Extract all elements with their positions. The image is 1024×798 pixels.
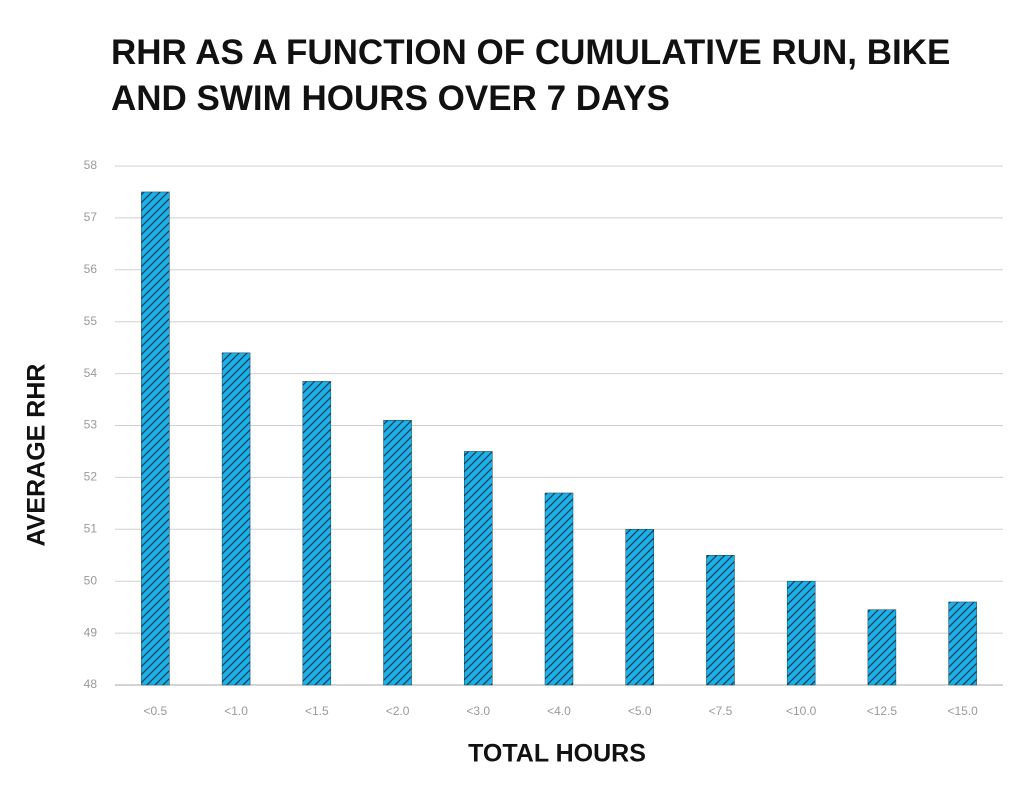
x-tick-label: <12.5	[867, 704, 898, 718]
y-tick-label: 57	[84, 210, 98, 224]
x-tick-label: <0.5	[144, 704, 168, 718]
y-tick-label: 51	[84, 521, 98, 535]
bar	[706, 555, 735, 686]
x-tick-label: <3.0	[466, 704, 490, 718]
bar	[867, 609, 897, 686]
bar	[464, 451, 493, 686]
y-tick-label: 54	[84, 366, 98, 380]
y-tick-label: 56	[84, 262, 98, 276]
x-tick-label: <2.0	[386, 704, 410, 718]
x-tick-label: <10.0	[786, 704, 817, 718]
x-tick-label: <1.0	[224, 704, 248, 718]
y-tick-label: 48	[84, 677, 98, 691]
bar	[948, 601, 977, 686]
y-tick-label: 55	[84, 314, 98, 328]
y-tick-label: 52	[84, 470, 98, 484]
bar	[221, 352, 251, 686]
y-tick-label: 49	[84, 625, 98, 639]
x-tick-label: <1.5	[305, 704, 329, 718]
x-tick-label: <15.0	[947, 704, 978, 718]
bar	[302, 381, 332, 686]
y-tick-label: 58	[84, 158, 98, 172]
bar	[544, 492, 574, 686]
bar	[141, 191, 170, 686]
chart-title: RHR AS A FUNCTION OF CUMULATIVE RUN, BIK…	[111, 33, 951, 118]
bar	[625, 529, 654, 686]
y-axis-label: AVERAGE RHR	[23, 364, 51, 547]
y-tick-label: 50	[84, 573, 98, 587]
bar	[383, 420, 412, 686]
x-tick-label: <7.5	[709, 704, 733, 718]
x-tick-label: <5.0	[628, 704, 652, 718]
bar	[786, 580, 816, 686]
y-tick-label: 53	[84, 418, 98, 432]
x-axis-label: TOTAL HOURS	[468, 740, 646, 768]
x-tick-label: <4.0	[547, 704, 571, 718]
